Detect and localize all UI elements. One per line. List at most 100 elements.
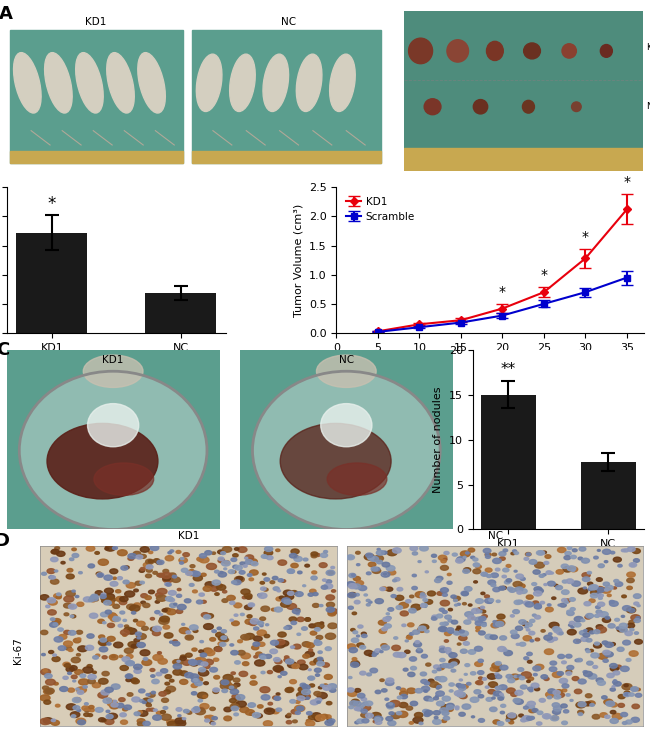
Circle shape <box>146 565 153 569</box>
Circle shape <box>432 617 437 621</box>
Circle shape <box>281 671 287 675</box>
Circle shape <box>156 672 162 676</box>
Circle shape <box>248 559 257 565</box>
Circle shape <box>181 624 185 625</box>
Circle shape <box>417 627 426 632</box>
Circle shape <box>493 720 500 724</box>
Circle shape <box>275 660 282 664</box>
Circle shape <box>421 593 424 595</box>
Circle shape <box>622 722 627 724</box>
Circle shape <box>476 608 482 612</box>
Circle shape <box>405 650 410 654</box>
Circle shape <box>352 612 357 615</box>
Circle shape <box>596 626 606 633</box>
Circle shape <box>230 644 234 646</box>
Circle shape <box>170 550 174 552</box>
Circle shape <box>72 548 76 551</box>
Circle shape <box>478 607 483 610</box>
Circle shape <box>420 594 426 598</box>
Circle shape <box>620 666 629 671</box>
Circle shape <box>64 630 71 635</box>
Circle shape <box>100 638 107 642</box>
Circle shape <box>436 576 443 581</box>
Circle shape <box>493 623 501 627</box>
Circle shape <box>379 629 387 633</box>
Circle shape <box>168 590 176 595</box>
Circle shape <box>544 716 550 719</box>
Circle shape <box>107 624 114 627</box>
Circle shape <box>578 713 582 716</box>
Circle shape <box>437 685 441 688</box>
Circle shape <box>395 595 404 601</box>
Circle shape <box>606 702 610 704</box>
Circle shape <box>52 657 60 662</box>
Circle shape <box>440 658 445 662</box>
Circle shape <box>51 618 55 621</box>
Circle shape <box>464 587 472 591</box>
Circle shape <box>101 595 111 601</box>
Circle shape <box>251 562 258 566</box>
Circle shape <box>478 694 484 698</box>
Circle shape <box>534 615 541 619</box>
Circle shape <box>109 654 118 660</box>
Circle shape <box>305 618 311 621</box>
Circle shape <box>361 632 367 635</box>
Circle shape <box>317 693 327 699</box>
Circle shape <box>557 631 563 635</box>
Circle shape <box>263 588 268 591</box>
Circle shape <box>47 598 56 603</box>
Circle shape <box>198 708 204 712</box>
Circle shape <box>544 677 549 680</box>
Ellipse shape <box>138 52 165 113</box>
Circle shape <box>195 708 205 715</box>
Circle shape <box>496 600 500 602</box>
Circle shape <box>497 694 504 697</box>
Circle shape <box>89 705 94 709</box>
Circle shape <box>598 597 603 599</box>
Circle shape <box>79 679 88 685</box>
Circle shape <box>439 646 445 649</box>
Circle shape <box>202 601 206 603</box>
Circle shape <box>108 614 118 619</box>
Circle shape <box>527 660 532 663</box>
Circle shape <box>607 594 611 596</box>
Circle shape <box>490 667 497 671</box>
Circle shape <box>84 702 88 705</box>
Circle shape <box>281 598 291 603</box>
Circle shape <box>481 592 485 595</box>
Circle shape <box>192 590 198 593</box>
Circle shape <box>190 570 194 572</box>
Circle shape <box>222 689 227 693</box>
Circle shape <box>413 630 420 635</box>
Circle shape <box>422 710 429 713</box>
Circle shape <box>443 588 447 590</box>
Circle shape <box>469 604 472 606</box>
Circle shape <box>495 686 501 690</box>
Circle shape <box>276 597 283 601</box>
Circle shape <box>306 719 311 722</box>
Circle shape <box>610 643 616 646</box>
Circle shape <box>446 663 454 668</box>
Circle shape <box>284 600 291 604</box>
Circle shape <box>100 595 106 598</box>
Circle shape <box>583 671 588 674</box>
Circle shape <box>194 677 203 682</box>
Circle shape <box>463 556 466 558</box>
Circle shape <box>249 621 257 626</box>
Circle shape <box>393 652 401 657</box>
Circle shape <box>270 640 279 645</box>
Circle shape <box>447 703 454 708</box>
Circle shape <box>618 565 622 567</box>
Circle shape <box>213 690 218 694</box>
Circle shape <box>380 651 383 653</box>
Circle shape <box>63 677 68 680</box>
Circle shape <box>575 689 582 694</box>
Circle shape <box>300 694 311 699</box>
Circle shape <box>501 587 506 590</box>
Circle shape <box>275 642 285 648</box>
Circle shape <box>545 692 555 697</box>
Circle shape <box>594 642 599 645</box>
Circle shape <box>239 570 245 574</box>
Ellipse shape <box>196 54 222 111</box>
Circle shape <box>55 570 58 572</box>
